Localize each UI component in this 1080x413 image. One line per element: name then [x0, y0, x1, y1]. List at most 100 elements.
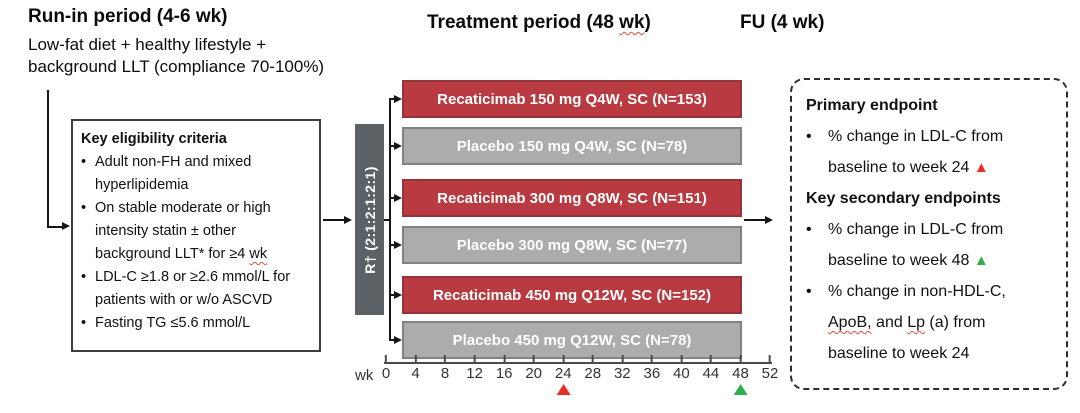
green-triangle-marker: ▲: [973, 252, 989, 269]
tick-label: 36: [643, 365, 661, 382]
axis-tick-week-48: 48: [732, 355, 749, 395]
secondary-endpoint-2-misspelled-apob: ApoB,: [828, 314, 872, 331]
branch-line-arm-4: [390, 244, 396, 246]
secondary-endpoint-2-text-mid: and: [871, 314, 908, 331]
branch-line-arm-6: [390, 339, 396, 341]
axis-tick-week-8: 8: [441, 355, 449, 381]
tick-mark: [562, 355, 565, 362]
secondary-endpoint-bullet-1: • % change in LDL-C from baseline to wee…: [806, 214, 1052, 276]
runin-description-line2: background LLT (compliance 70-100%): [28, 57, 325, 76]
tick-label: 24: [554, 365, 572, 382]
eligibility-bullet-1-text: Adult non-FH and mixed hyperlipidemia: [95, 154, 252, 193]
tick-label: 4: [411, 365, 420, 382]
secondary-endpoint-bullet-2: • % change in non-HDL-C, ApoB, and Lp (a…: [806, 276, 1052, 369]
axis-tick-week-4: 4: [411, 355, 420, 382]
arm-bar-recaticimab-150mg-q4w: Recaticimab 150 mg Q4W, SC (N=153): [402, 80, 742, 118]
eligibility-bullet-2: • On stable moderate or high intensity s…: [81, 197, 311, 266]
tick-mark: [473, 355, 476, 362]
runin-description-line1: Low-fat diet + healthy lifestyle +: [28, 35, 267, 54]
eligibility-bullet-4: • Fasting TG ≤5.6 mmol/L: [81, 312, 311, 335]
green-triangle-marker: [733, 384, 748, 395]
bullet-dot: •: [81, 315, 87, 331]
eligibility-bullet-3-text: LDL-C ≥1.8 or ≥2.6 mmol/L for patients w…: [95, 269, 291, 308]
axis-tick-week-28: 28: [584, 355, 601, 381]
arrowhead-into-endpoints: [765, 215, 773, 224]
bullet-dot: •: [81, 269, 87, 285]
tick-mark: [591, 355, 594, 362]
eligibility-bullet-1: • Adult non-FH and mixed hyperlipidemia: [81, 151, 311, 197]
tick-mark: [385, 355, 387, 362]
runin-period-title: Run-in period (4-6 wk): [28, 6, 228, 27]
tick-mark: [414, 355, 417, 362]
branch-line-arm-5: [390, 294, 396, 296]
connector-arms-to-endpoints: [744, 219, 767, 221]
randomization-ratio-label: R† (2:1:2:1:2:1): [361, 165, 378, 274]
tick-label: 44: [702, 365, 720, 382]
arrowhead-arm-3: [394, 193, 402, 202]
axis-tick-week-16: 16: [496, 355, 513, 381]
tick-mark: [621, 355, 624, 362]
branch-spine: [389, 98, 391, 341]
bullet-dot: •: [81, 154, 87, 170]
treatment-period-title: Treatment period (48 wk): [427, 12, 651, 34]
arrowhead-arm-1: [394, 94, 402, 103]
tick-label: 12: [466, 365, 483, 382]
eligibility-bullet-2-text: On stable moderate or high intensity sta…: [95, 200, 271, 262]
red-triangle-marker: ▲: [973, 159, 989, 176]
primary-endpoint-text: % change in LDL-C from baseline to week …: [828, 128, 1004, 176]
arrowhead-arm-5: [394, 290, 402, 299]
axis-tick-week-32: 32: [614, 355, 631, 381]
arm-bar-placebo-150mg-q4w: Placebo 150 mg Q4W, SC (N=78): [402, 127, 742, 165]
arrowhead-into-eligibility-box: [62, 222, 70, 230]
axis-tick-week-52: 52: [762, 355, 778, 381]
treatment-title-misspelled-wk: wk: [619, 12, 645, 33]
eligibility-bullet-2-misspelled-wk: wk: [249, 246, 268, 262]
arrowhead-into-randomization: [344, 215, 352, 224]
eligibility-title: Key eligibility criteria: [81, 131, 227, 147]
tick-label: 16: [495, 365, 513, 382]
branch-line-arm-3: [390, 197, 396, 199]
arrowhead-arm-2: [394, 141, 402, 150]
axis-tick-week-36: 36: [643, 355, 661, 382]
arm-bar-recaticimab-450mg-q12w: Recaticimab 450 mg Q12W, SC (N=152): [402, 276, 742, 314]
bullet-dot: •: [81, 200, 87, 216]
runin-period-description: Low-fat diet + healthy lifestyle + backg…: [28, 34, 373, 78]
randomization-bar: R† (2:1:2:1:2:1): [355, 124, 384, 315]
week-axis-line: [384, 362, 772, 364]
axis-tick-week-12: 12: [466, 355, 483, 381]
connector-runin-vertical-line: [47, 90, 49, 228]
secondary-endpoint-2-text: % change in non-HDL-C,: [828, 283, 1006, 300]
tick-label: 48: [732, 365, 749, 382]
tick-mark: [709, 355, 712, 362]
tick-mark: [769, 355, 772, 362]
eligibility-box: Key eligibility criteria • Adult non-FH …: [71, 119, 321, 352]
tick-mark: [503, 355, 506, 362]
week-axis-unit-label: wk: [355, 367, 374, 384]
branch-line-arm-2: [390, 145, 396, 147]
bullet-dot: •: [806, 128, 812, 145]
axis-tick-week-24: 24: [555, 355, 572, 395]
arm-bar-placebo-450mg-q12w: Placebo 450 mg Q12W, SC (N=78): [402, 321, 742, 359]
endpoints-box: Primary endpoint • % change in LDL-C fro…: [790, 78, 1068, 390]
tick-mark: [680, 355, 683, 362]
eligibility-bullet-4-text: Fasting TG ≤5.6 mmol/L: [95, 315, 251, 331]
connector-randomization-to-spine: [384, 219, 390, 221]
secondary-endpoint-2-text-end: (a) from baseline to week 24: [828, 314, 986, 362]
secondary-endpoint-1-text: % change in LDL-C from baseline to week …: [828, 221, 1004, 269]
tick-label: 20: [525, 365, 543, 382]
tick-label: 8: [440, 365, 450, 382]
secondary-endpoint-2-misspelled-lp: Lp: [907, 314, 925, 331]
tick-label: 28: [584, 365, 602, 382]
tick-label: 40: [673, 365, 690, 382]
primary-endpoint-title: Primary endpoint: [806, 97, 938, 114]
red-triangle-marker: [556, 384, 571, 395]
axis-tick-week-0: 0: [382, 355, 390, 381]
primary-endpoint-bullet: • % change in LDL-C from baseline to wee…: [806, 121, 1052, 183]
arrowhead-arm-4: [394, 240, 402, 249]
connector-runin-horizontal-line: [47, 226, 64, 228]
followup-period-title: FU (4 wk): [740, 12, 825, 33]
bullet-dot: •: [806, 283, 812, 300]
tick-mark: [444, 355, 447, 362]
axis-tick-week-44: 44: [702, 355, 720, 382]
